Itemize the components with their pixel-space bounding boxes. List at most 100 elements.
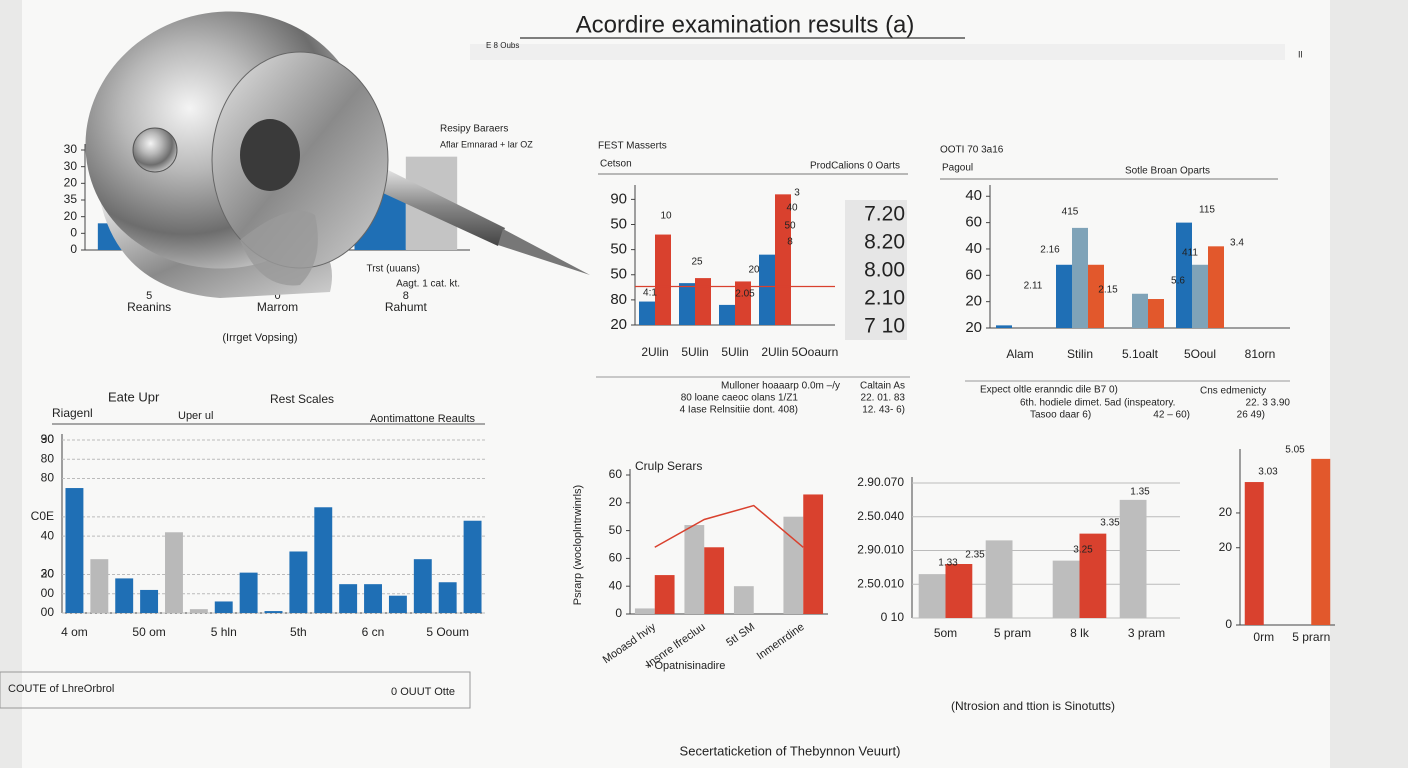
bar — [704, 547, 725, 614]
annotation: 40 — [786, 203, 798, 214]
x-tick-label: 3 pram — [1128, 626, 1165, 640]
bar — [189, 609, 208, 613]
note: Mulloner hoaaarp 0.0m –/y — [721, 381, 840, 392]
y-tick-label: 60 — [609, 467, 623, 481]
annotation: 5.6 — [1171, 276, 1185, 287]
annotation: 2.05 — [735, 289, 755, 300]
bar — [679, 283, 695, 325]
footer-caption: Secertaticketion of Thebynnon Veuurt) — [680, 743, 901, 758]
bar — [214, 601, 233, 613]
x-tick-label: Rahumt — [385, 300, 428, 314]
x-tick-label: 0rm — [1253, 630, 1274, 644]
y-tick-label: 20 — [64, 209, 78, 223]
bar — [165, 532, 183, 613]
y-tick-label: C0E — [31, 509, 54, 523]
y-tick-label: 35 — [64, 192, 78, 206]
x-tick-label: 5 hln — [211, 625, 237, 639]
y-tick-label: 20 — [1219, 540, 1233, 554]
annotation: 8 — [787, 237, 793, 248]
footer-box — [0, 671, 471, 709]
bar — [90, 559, 109, 613]
title: OOTI 70 3a16 — [940, 145, 1004, 156]
x-tick-label: 5 pram — [994, 626, 1031, 640]
bar — [1119, 499, 1147, 618]
annotation: 25 — [691, 257, 703, 268]
header-corner: Il — [1298, 49, 1303, 59]
pen-tip — [498, 229, 590, 275]
bar — [695, 278, 711, 325]
x-tick-note: 5 — [146, 290, 152, 302]
y-tick-label: 20 — [41, 567, 55, 581]
bar — [985, 540, 1013, 618]
note: Cns edmenicty — [1200, 386, 1266, 397]
x-tick-label: 50 om — [132, 625, 165, 639]
x-tick-label: 5om — [934, 626, 957, 640]
bar — [654, 575, 675, 614]
y-axis-label: Psrarp (wocloplntrwinrls) — [572, 485, 584, 605]
line-series — [654, 504, 804, 548]
y-tick-label: 50 — [610, 241, 627, 258]
note: 22. 01. 83 — [861, 393, 906, 404]
caption: (Ntrosion and ttion is Sinotutts) — [951, 699, 1115, 713]
annotation: 4:1 — [643, 288, 657, 299]
y-tick-label: 30 — [41, 567, 55, 581]
bar — [918, 574, 946, 618]
y-tick-label: 20 — [965, 293, 982, 310]
bar — [413, 559, 432, 613]
bar — [264, 611, 283, 613]
annotation: 1.35 — [1130, 487, 1150, 498]
y-tick-label: 00 — [41, 605, 55, 619]
annotation: 3.35 — [1100, 518, 1120, 529]
bar — [1176, 222, 1192, 328]
bar — [775, 194, 791, 325]
annotation: 2.35 — [965, 550, 985, 561]
bar — [759, 254, 775, 325]
annotation: 3.4 — [1230, 238, 1244, 249]
annotation: Aagt. 1 cat. kt. — [396, 279, 460, 290]
y-tick-label: 30 — [41, 432, 55, 446]
note: Tasoo daar 6) — [1030, 410, 1091, 421]
bar — [1088, 264, 1104, 328]
page-title: Acordire examination results (a) — [576, 11, 915, 38]
title: Resipy Baraers — [440, 124, 508, 135]
bar — [733, 586, 754, 614]
bar — [945, 564, 973, 618]
bar — [115, 578, 134, 613]
side-panel — [845, 200, 907, 340]
metal-hole — [240, 119, 300, 191]
pen-body — [372, 165, 505, 246]
y-tick-label: 50 — [610, 266, 627, 283]
annotation: 2.15 — [1098, 285, 1118, 296]
y-tick-label: 50 — [609, 523, 623, 537]
footer-right: 0 OUUT Otte — [391, 686, 455, 698]
y-tick-label: 2.90.010 — [857, 543, 904, 557]
x-tick-note: 8 — [403, 290, 409, 302]
x-tick-label: 5Ulin — [681, 345, 708, 359]
annotation: 50 — [784, 221, 796, 232]
bar — [140, 589, 159, 613]
y-tick-label: 20 — [1219, 505, 1233, 519]
x-tick-label: 6 cn — [362, 625, 385, 639]
bar — [1244, 482, 1264, 625]
note: 26 49) — [1237, 410, 1265, 421]
annotation: 3.03 — [1258, 467, 1278, 478]
bar — [783, 516, 804, 614]
bar — [719, 304, 735, 325]
y-tick-label: 2.90.070 — [857, 475, 904, 489]
bar — [1192, 264, 1208, 328]
bar — [1132, 293, 1148, 328]
side-value: 8.20 — [864, 231, 905, 254]
left-header: Riagenl — [52, 406, 93, 420]
bar — [438, 582, 457, 613]
y-tick-label: 60 — [609, 551, 623, 565]
bar — [684, 525, 705, 614]
subtitle: Aflar Emnarad + lar OZ — [440, 139, 533, 149]
footer-left: COUTE of LhreOrbrol — [8, 683, 114, 695]
y-tick-label: 20 — [610, 316, 627, 333]
side-value: 8.00 — [864, 259, 905, 282]
left-header: Pagoul — [942, 163, 973, 174]
y-tick-label: 80 — [41, 451, 55, 465]
bar — [1052, 560, 1080, 618]
